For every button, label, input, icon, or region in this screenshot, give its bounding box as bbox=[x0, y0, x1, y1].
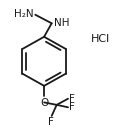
Text: H₂N: H₂N bbox=[14, 9, 34, 19]
Text: HCl: HCl bbox=[91, 34, 110, 44]
Text: F: F bbox=[69, 102, 75, 112]
Text: F: F bbox=[48, 117, 54, 127]
Text: NH: NH bbox=[54, 18, 69, 28]
Text: O: O bbox=[40, 98, 48, 108]
Text: F: F bbox=[69, 94, 75, 104]
